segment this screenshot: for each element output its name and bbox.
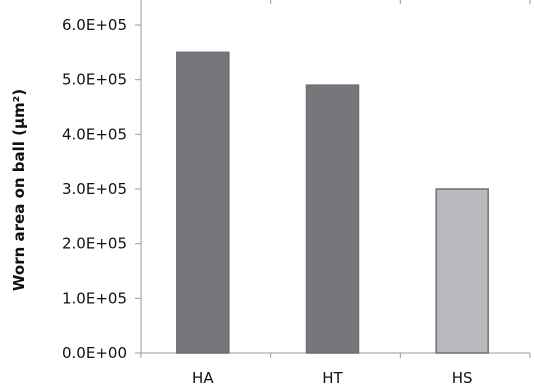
bar-hs: [435, 188, 489, 354]
y-axis-title: Worn area on ball (µm²): [10, 89, 28, 291]
bar-ht: [305, 84, 360, 354]
y-tick-label: 5.0E+05: [62, 71, 127, 89]
y-tick-label: 6.0E+05: [62, 16, 127, 34]
x-tick-label: HS: [452, 369, 473, 387]
y-tick-label: 1.0E+05: [62, 289, 127, 307]
x-tick-label: HT: [322, 369, 343, 387]
y-tick-label: 3.0E+05: [62, 180, 127, 198]
y-tick-label: 0.0E+00: [62, 344, 127, 362]
labels-layer: 0.0E+00 1.0E+05 2.0E+05 3.0E+05 4.0E+05 5.0E+…: [62, 16, 473, 387]
y-tick-label: 2.0E+05: [62, 235, 127, 253]
y-tick-label: 4.0E+05: [62, 125, 127, 143]
bar-ha: [176, 51, 230, 354]
bars-layer: [176, 51, 489, 354]
x-tick-label: HA: [192, 369, 214, 387]
